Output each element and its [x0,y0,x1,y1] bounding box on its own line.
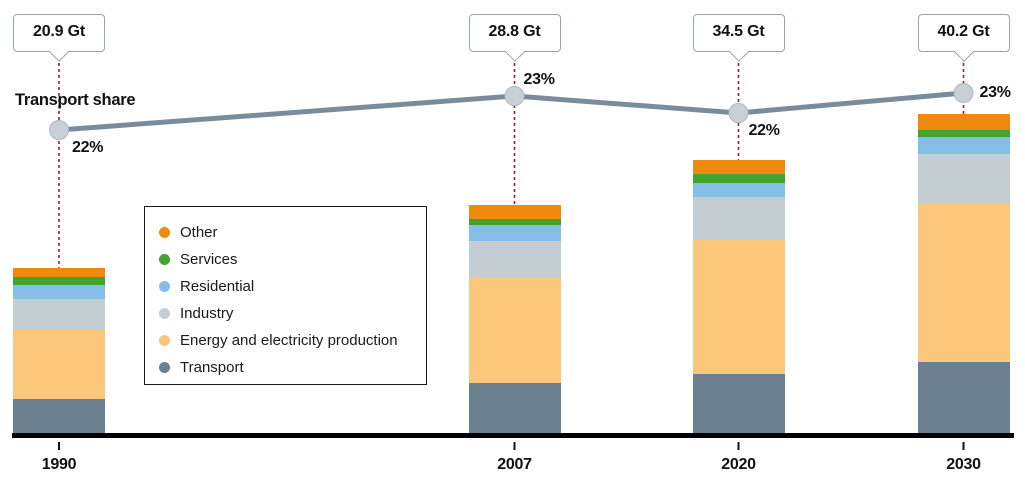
x-axis-line [12,433,1014,438]
legend-label-industry: Industry [180,305,234,322]
bar-segment-residential-1990 [13,284,105,299]
bar-segment-industry-2020 [692,197,785,240]
bar-segment-other-1990 [13,267,105,277]
total-callout-1990: 20.9 Gt [13,14,105,62]
bar-segment-services-2007 [468,219,561,225]
bar-segment-transport-1990 [13,399,105,434]
bar-segment-energy-and-electricity-production-1990 [13,329,105,399]
bar-segment-industry-2030 [917,154,1010,205]
x-label-2020: 2020 [721,456,756,473]
legend-label-residential: Residential [180,278,255,295]
legend-swatch-energy-and-electricity-production [159,335,170,346]
bar-segment-residential-2020 [692,182,785,198]
legend-item-industry: Industry [159,300,426,327]
bar-segment-industry-2007 [468,240,561,278]
bar-segment-energy-and-electricity-production-2020 [692,240,785,374]
legend-swatch-services [159,254,170,265]
bar-segment-transport-2007 [468,383,561,434]
bar-segment-industry-1990 [13,298,105,330]
legend-swatch-industry [159,308,170,319]
legend-label-energy-and-electricity-production: Energy and electricity production [180,332,398,349]
legend-item-services: Services [159,246,426,273]
legend-item-energy-and-electricity-production: Energy and electricity production [159,327,426,354]
legend-label-other: Other [180,224,218,241]
bar-segment-services-2020 [692,174,785,183]
bar-segment-residential-2030 [917,137,1010,155]
bar-segment-residential-2007 [468,224,561,241]
bar-segment-other-2007 [468,205,561,220]
transport-share-value-2007: 23% [523,71,555,88]
legend-label-services: Services [180,251,238,268]
bar-segment-energy-and-electricity-production-2007 [468,277,561,384]
legend-box: Other Services Residential Industry Energy a… [144,206,427,385]
bar-segment-services-1990 [13,276,105,285]
callout-pointer-1990 [49,42,69,62]
bar-segment-other-2020 [692,159,785,175]
callout-pointer-2020 [728,42,749,62]
transport-share-title: Transport share [15,91,136,109]
bar-segment-energy-and-electricity-production-2030 [917,204,1010,362]
bar-segment-services-2030 [917,129,1010,138]
x-label-1990: 1990 [41,456,77,473]
legend-item-other: Other [159,219,426,246]
transport-share-value-2020: 22% [748,122,780,139]
total-callout-2030: 40.2 Gt [917,14,1010,62]
transport-share-value-2030: 23% [979,84,1011,101]
legend-items: Other Services Residential Industry Energy a… [159,219,426,381]
legend-label-transport: Transport [180,359,244,376]
legend-item-transport: Transport [159,354,426,381]
x-label-2007: 2007 [497,456,532,473]
bar-segment-transport-2030 [917,361,1010,434]
legend-swatch-transport [159,362,170,373]
callout-pointer-2030 [953,42,974,62]
x-label-2030: 2030 [946,456,981,473]
total-callout-2020: 34.5 Gt [692,14,785,62]
transport-share-value-1990: 22% [72,139,104,156]
legend-swatch-other [159,227,170,238]
callout-pointer-2007 [504,42,525,62]
legend-item-residential: Residential [159,273,426,300]
total-callout-2007: 28.8 Gt [468,14,561,62]
bar-segment-transport-2020 [692,373,785,434]
legend-swatch-residential [159,281,170,292]
